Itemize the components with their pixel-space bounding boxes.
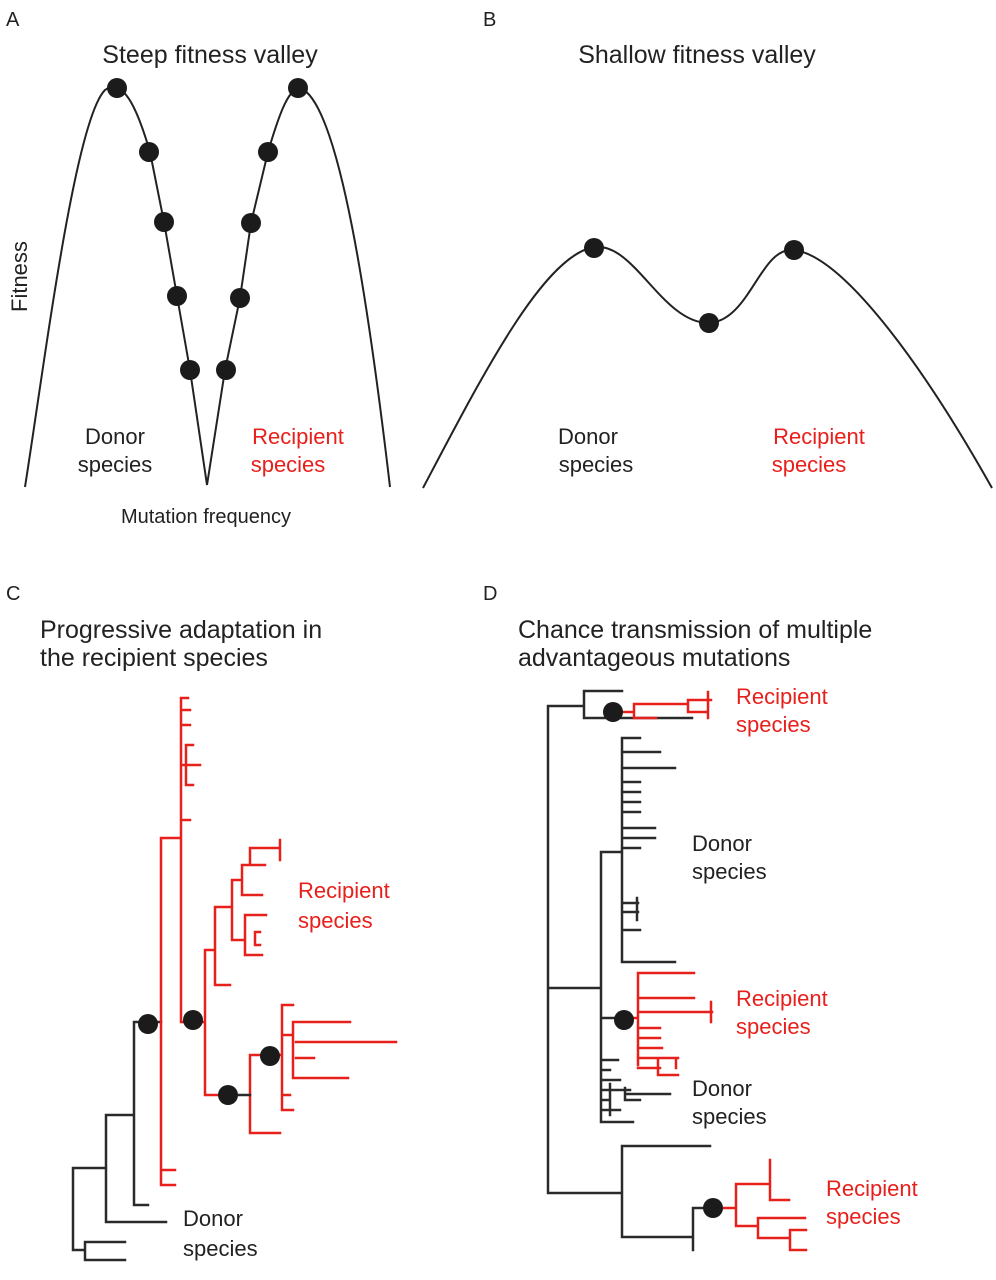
panel-c-recipient-branches [159,696,398,1187]
panel-c-letter: C [6,583,20,605]
panel-c-recipient-label-line1: Recipient [298,878,390,903]
mutation-dot [183,1010,203,1030]
shallow-fitness-curve [422,245,993,489]
panel-b: B Shallow fitness valley Donor species R… [422,9,993,489]
fitness-dot [107,78,127,98]
panel-d-recipient-branches [620,690,808,1252]
panel-b-recipient-label-line1: Recipient [773,424,865,449]
panel-d: D Chance transmission of multiple advant… [483,583,918,1252]
panel-d-recipient-label-3-line2: species [826,1204,901,1229]
panel-a-y-axis-label: Fitness [7,241,32,312]
fitness-dot [584,238,604,258]
panel-c-mutation-dots [138,1010,280,1105]
panel-d-recipient-label-2-line2: species [736,1014,811,1039]
fitness-dot [784,240,804,260]
panel-b-donor-label-line2: species [559,452,634,477]
mutation-dot [218,1085,238,1105]
fitness-dot [139,142,159,162]
panel-d-mutation-dots [603,702,723,1218]
panel-a-donor-label-line1: Donor [85,424,145,449]
fitness-dot [180,360,200,380]
panel-d-recipient-label-3-line1: Recipient [826,1176,918,1201]
mutation-dot [603,702,623,722]
panel-b-title: Shallow fitness valley [578,41,816,69]
panel-b-donor-label-line1: Donor [558,424,618,449]
panel-d-donor-branches [546,689,714,1252]
panel-b-recipient-label-line2: species [772,452,847,477]
panel-d-donor-label-2-line2: species [692,1104,767,1129]
panel-a-letter: A [6,9,20,31]
panel-a-recipient-label-line1: Recipient [252,424,344,449]
panel-d-recipient-label-1-line2: species [736,712,811,737]
panel-d-recipient-label-1-line1: Recipient [736,684,828,709]
fitness-dot [241,213,261,233]
mutation-dot [260,1046,280,1066]
panel-d-recipient-label-2-line1: Recipient [736,986,828,1011]
panel-a-title: Steep fitness valley [102,41,318,69]
fitness-dot [216,360,236,380]
panel-d-donor-label-1-line1: Donor [692,831,752,856]
panel-c-donor-label-line2: species [183,1236,258,1261]
mutation-dot [703,1198,723,1218]
panel-d-title-line2: advantageous mutations [518,644,790,672]
panel-d-donor-label-2-line1: Donor [692,1076,752,1101]
fitness-dot [699,313,719,333]
panel-a: A Steep fitness valley Fitness Donor spe… [6,9,391,528]
fitness-dot [288,78,308,98]
shallow-valley-dots [584,238,804,333]
panel-a-x-axis-label: Mutation frequency [121,506,291,528]
steep-fitness-curve [24,86,391,488]
panel-d-donor-label-1-line2: species [692,859,767,884]
fitness-dot [154,212,174,232]
mutation-dot [138,1014,158,1034]
panel-c-title-line2: the recipient species [40,644,268,672]
panel-c: C Progressive adaptation in the recipien… [6,583,398,1262]
panel-d-title-line1: Chance transmission of multiple [518,616,872,644]
panel-c-donor-branches [71,1020,168,1262]
panel-d-letter: D [483,583,497,605]
steep-valley-dots [107,78,308,380]
fitness-dot [258,142,278,162]
panel-a-recipient-label-line2: species [251,452,326,477]
fitness-dot [230,288,250,308]
panel-c-recipient-label-line2: species [298,908,373,933]
panel-a-donor-label-line2: species [78,452,153,477]
panel-c-donor-label-line1: Donor [183,1206,243,1231]
fitness-dot [167,286,187,306]
panel-b-letter: B [483,9,496,31]
mutation-dot [614,1010,634,1030]
panel-c-title-line1: Progressive adaptation in [40,616,322,644]
